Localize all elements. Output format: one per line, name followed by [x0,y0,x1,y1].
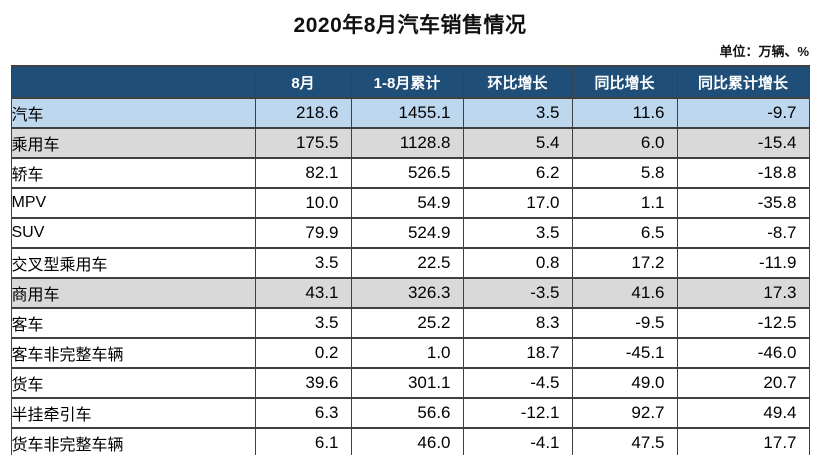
cell-value: -4.1 [462,427,573,455]
cell-value: 25.2 [350,307,464,339]
cell-value: 18.7 [462,337,573,369]
column-header-cumulative: 1-8月累计 [350,65,464,99]
cell-value: 46.0 [350,427,464,455]
cell-value: 8.3 [462,307,573,339]
cell-value: 526.5 [350,157,464,189]
table-row: 半挂牵引车 6.3 56.6 -12.1 92.7 49.4 [10,397,810,429]
row-label: 货车非完整车辆 [10,427,256,455]
table-row: MPV 10.0 54.9 17.0 1.1 -35.8 [10,187,810,219]
unit-label: 单位：万辆、% [719,44,809,59]
table-row: 客车 3.5 25.2 8.3 -9.5 -12.5 [10,307,810,339]
cell-value: 175.5 [254,127,352,159]
column-header-yoy-cum-growth: 同比累计增长 [676,65,810,99]
cell-value: 3.5 [462,217,573,249]
cell-value: 326.3 [350,277,464,309]
row-label: 半挂牵引车 [10,397,256,429]
cell-value: 20.7 [676,367,810,399]
row-label: SUV [10,217,256,249]
cell-value: 3.5 [462,97,573,129]
page-title: 2020年8月汽车销售情况 [293,14,527,37]
row-label: 货车 [10,367,256,399]
cell-value: 6.1 [254,427,352,455]
cell-value: -9.5 [571,307,678,339]
cell-value: 3.5 [254,307,352,339]
cell-value: 6.0 [571,127,678,159]
row-label: 客车 [10,307,256,339]
cell-value: 524.9 [350,217,464,249]
cell-value: 1128.8 [350,127,464,159]
cell-value: 5.4 [462,127,573,159]
cell-value: 301.1 [350,367,464,399]
table-row: 交叉型乘用车 3.5 22.5 0.8 17.2 -11.9 [10,247,810,279]
cell-value: 1455.1 [350,97,464,129]
cell-value: -11.9 [676,247,810,279]
cell-value: 79.9 [254,217,352,249]
cell-value: -46.0 [676,337,810,369]
row-label: 汽车 [10,97,256,129]
cell-value: 6.2 [462,157,573,189]
cell-value: 82.1 [254,157,352,189]
cell-value: 49.0 [571,367,678,399]
cell-value: -18.8 [676,157,810,189]
cell-value: 92.7 [571,397,678,429]
sales-table: 8月 1-8月累计 环比增长 同比增长 同比累计增长 汽车 218.6 1455… [10,65,810,455]
cell-value: -15.4 [676,127,810,159]
cell-value: -4.5 [462,367,573,399]
column-header-yoy-growth: 同比增长 [571,65,678,99]
row-label: 轿车 [10,157,256,189]
column-header-month: 8月 [254,65,352,99]
cell-value: 1.1 [571,187,678,219]
corner-header-cell [10,65,256,99]
table-row: 货车非完整车辆 6.1 46.0 -4.1 47.5 17.7 [10,427,810,455]
row-label: 乘用车 [10,127,256,159]
cell-value: 11.6 [571,97,678,129]
cell-value: 0.8 [462,247,573,279]
table-row: 客车非完整车辆 0.2 1.0 18.7 -45.1 -46.0 [10,337,810,369]
row-label: 交叉型乘用车 [10,247,256,279]
cell-value: -12.5 [676,307,810,339]
cell-value: 49.4 [676,397,810,429]
cell-value: 1.0 [350,337,464,369]
table-row: 商用车 43.1 326.3 -3.5 41.6 17.3 [10,277,810,309]
cell-value: 10.0 [254,187,352,219]
cell-value: 17.3 [676,277,810,309]
cell-value: -3.5 [462,277,573,309]
cell-value: 41.6 [571,277,678,309]
cell-value: 47.5 [571,427,678,455]
cell-value: -9.7 [676,97,810,129]
cell-value: -8.7 [676,217,810,249]
row-label: 客车非完整车辆 [10,337,256,369]
table-row: 轿车 82.1 526.5 6.2 5.8 -18.8 [10,157,810,189]
cell-value: 56.6 [350,397,464,429]
cell-value: 17.7 [676,427,810,455]
cell-value: 3.5 [254,247,352,279]
row-label: MPV [10,187,256,219]
cell-value: -12.1 [462,397,573,429]
table-row: 乘用车 175.5 1128.8 5.4 6.0 -15.4 [10,127,810,159]
table-row: 货车 39.6 301.1 -4.5 49.0 20.7 [10,367,810,399]
cell-value: 39.6 [254,367,352,399]
cell-value: 17.2 [571,247,678,279]
cell-value: 22.5 [350,247,464,279]
cell-value: 0.2 [254,337,352,369]
row-label: 商用车 [10,277,256,309]
cell-value: 6.3 [254,397,352,429]
cell-value: 218.6 [254,97,352,129]
cell-value: 5.8 [571,157,678,189]
header-row: 8月 1-8月累计 环比增长 同比增长 同比累计增长 [10,65,810,99]
table-row: 汽车 218.6 1455.1 3.5 11.6 -9.7 [10,97,810,129]
cell-value: 6.5 [571,217,678,249]
cell-value: 43.1 [254,277,352,309]
column-header-mom-growth: 环比增长 [462,65,573,99]
cell-value: -45.1 [571,337,678,369]
cell-value: -35.8 [676,187,810,219]
table-row: SUV 79.9 524.9 3.5 6.5 -8.7 [10,217,810,249]
cell-value: 17.0 [462,187,573,219]
cell-value: 54.9 [350,187,464,219]
